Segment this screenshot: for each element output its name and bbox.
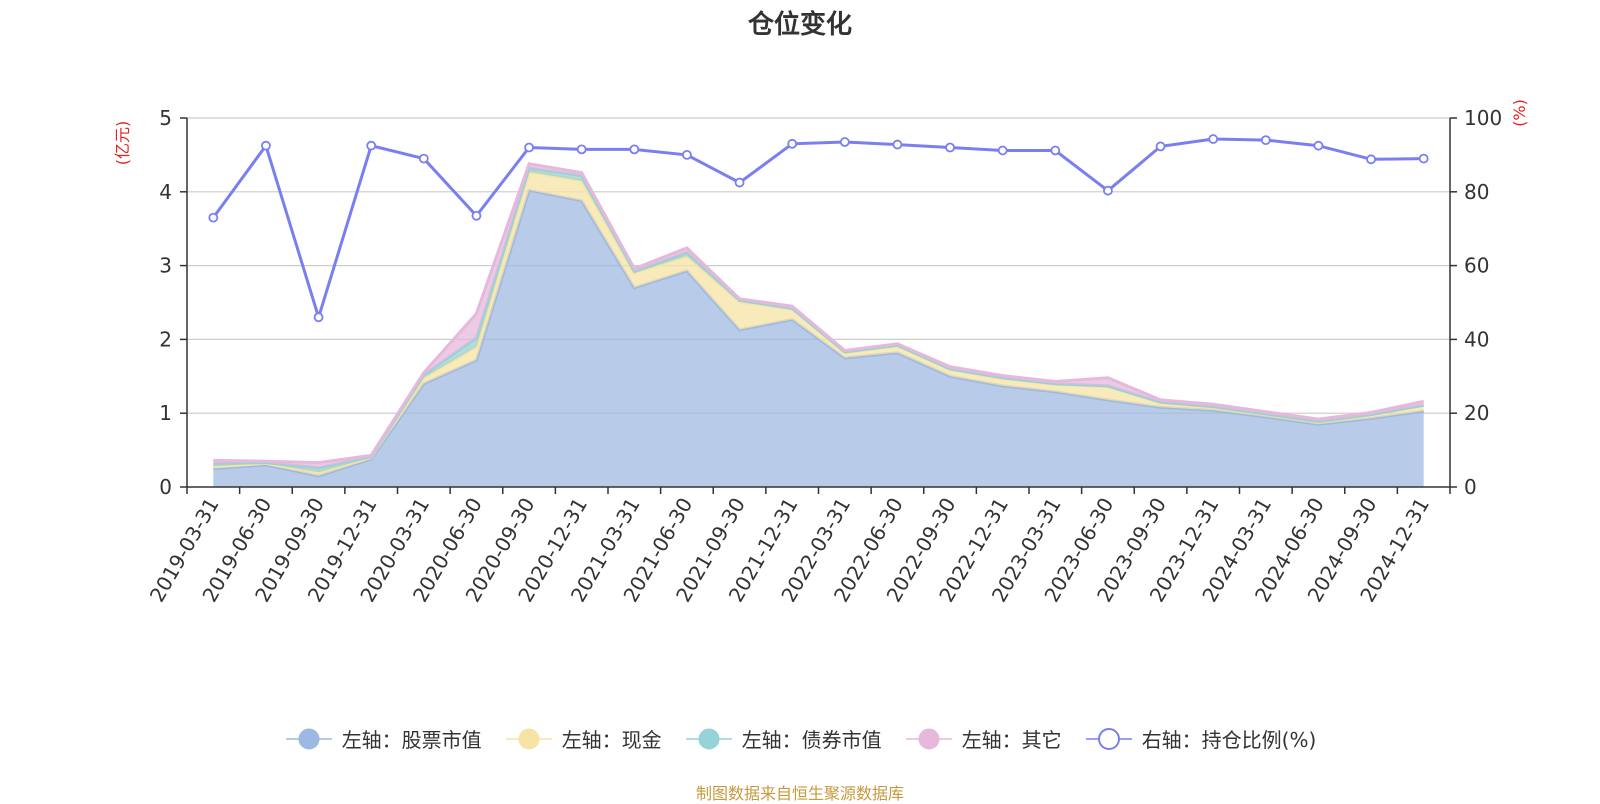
- ratio-line-series: [208, 134, 1429, 323]
- data-source-note: 制图数据来自恒生聚源数据库: [695, 784, 904, 803]
- legend-item-cash[interactable]: 左轴：现金: [504, 724, 662, 753]
- left-tick-label: 1: [159, 401, 172, 425]
- legend-item-ratio[interactable]: 右轴：持仓比例(%): [1084, 724, 1317, 753]
- ratio-point: [997, 145, 1008, 156]
- legend-label-other: 左轴：其它: [961, 728, 1062, 752]
- legend-marker-other-icon: [905, 728, 952, 749]
- right-tick-label: 20: [1464, 401, 1489, 425]
- left-tick-label: 5: [159, 106, 172, 130]
- chart-legend: 左轴：股票市值 左轴：现金 左轴：债券市值 左轴：其它 右轴：持仓比例(%): [0, 724, 1600, 753]
- area-edge-line: [213, 162, 1425, 465]
- right-tick-label: 80: [1464, 180, 1489, 204]
- ratio-point: [524, 142, 534, 153]
- right-axis-label: (%): [1510, 99, 1529, 127]
- ratio-point: [629, 144, 640, 155]
- ratio-point: [682, 149, 692, 160]
- area-series: [213, 162, 1425, 488]
- ratio-point: [945, 142, 955, 153]
- ratio-point: [1313, 140, 1324, 151]
- right-tick-label: 40: [1464, 327, 1489, 351]
- right-tick-label: 60: [1464, 254, 1489, 278]
- legend-label-ratio: 右轴：持仓比例(%): [1141, 728, 1317, 752]
- ratio-point: [261, 140, 271, 151]
- ratio-point: [418, 153, 429, 164]
- legend-label-bond: 左轴：债券市值: [741, 728, 882, 752]
- ratio-point: [1260, 135, 1271, 146]
- left-tick-label: 2: [159, 327, 172, 351]
- ratio-point: [1050, 145, 1061, 156]
- area-stock: [213, 190, 1424, 488]
- legend-marker-cash-icon: [505, 728, 552, 749]
- legend-marker-bond-icon: [685, 728, 732, 749]
- ratio-point: [208, 212, 219, 223]
- ratio-point: [1208, 134, 1219, 144]
- chart-title: 仓位变化: [747, 10, 852, 40]
- ratio-point: [366, 140, 377, 151]
- ratio-point: [892, 139, 903, 150]
- left-tick-label: 3: [159, 254, 172, 278]
- legend-item-stock[interactable]: 左轴：股票市值: [284, 724, 482, 753]
- left-tick-label: 4: [159, 180, 172, 204]
- ratio-point: [839, 137, 850, 147]
- left-tick-label: 0: [159, 475, 172, 499]
- ratio-point: [787, 138, 798, 149]
- left-axis-label: (亿元): [113, 121, 132, 166]
- legend-marker-stock-icon: [285, 728, 332, 749]
- ratio-point: [1366, 154, 1376, 165]
- right-tick-label: 100: [1464, 106, 1502, 130]
- ratio-point: [313, 312, 324, 323]
- ratio-point: [1418, 153, 1429, 164]
- legend-marker-ratio-icon: [1085, 727, 1132, 750]
- ratio-point: [471, 210, 482, 221]
- right-tick-label: 0: [1464, 475, 1477, 499]
- ratio-point: [576, 144, 587, 155]
- legend-item-bond[interactable]: 左轴：债券市值: [684, 724, 882, 753]
- area-cash: [213, 171, 1424, 476]
- legend-label-stock: 左轴：股票市值: [341, 728, 482, 752]
- legend-label-cash: 左轴：现金: [561, 728, 662, 752]
- legend-item-other[interactable]: 左轴：其它: [904, 724, 1062, 753]
- ratio-line: [212, 137, 1424, 323]
- ratio-point: [1155, 141, 1166, 152]
- ratio-point: [734, 177, 745, 188]
- ratio-point: [1103, 185, 1113, 196]
